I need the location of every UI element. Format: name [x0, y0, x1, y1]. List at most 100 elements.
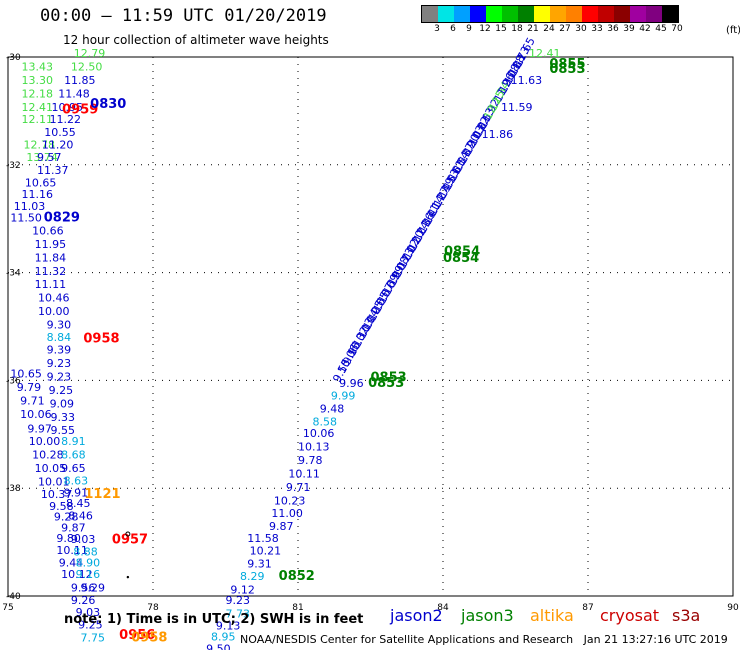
track-marker — [125, 531, 131, 537]
wave-height-label: 10.95 — [52, 101, 84, 114]
wave-height-label: 12.78 — [23, 139, 55, 152]
wave-height-label: 9.13 — [216, 619, 241, 632]
wave-height-label: 13.43 — [22, 60, 54, 73]
wave-height-label: 10.05 — [35, 462, 66, 475]
wave-height-label: 10.12 — [61, 568, 93, 581]
wave-height-label: 10.06 — [20, 408, 52, 421]
wave-height-label: 9.55 — [51, 424, 76, 437]
color-scale-swatches — [421, 5, 679, 23]
wave-height-label: 11.03 — [14, 200, 46, 213]
wave-height-label: 9.79 — [17, 381, 42, 394]
x-axis-tick-label: 84 — [437, 603, 449, 613]
wave-height-label: 9.23 — [226, 594, 251, 607]
wave-height-label: 11.84 — [35, 251, 66, 264]
wave-height-label: 9.31 — [247, 557, 272, 570]
wave-height-label: 11.63 — [511, 74, 542, 87]
legend-swatch-1 — [438, 6, 454, 22]
wave-height-label: 11.58 — [247, 532, 279, 545]
legend-tick-label: 45 — [655, 24, 667, 34]
wave-height-label: 13.30 — [22, 74, 54, 87]
pass-time-label: 0852 — [279, 569, 315, 584]
legend-tick-label: 27 — [559, 24, 571, 34]
wave-height-label: 9.58 — [49, 500, 73, 513]
pass-time-label: 0853 — [368, 376, 404, 391]
wave-height-label: 10.01 — [38, 476, 70, 489]
wave-height-label: 10.28 — [32, 449, 64, 462]
wave-height-label: 9.28 — [54, 511, 79, 524]
legend-swatch-9 — [566, 6, 582, 22]
pass-time-label: 0830 — [90, 97, 126, 112]
map-frame — [7, 56, 734, 597]
color-scale-unit: (ft) — [726, 25, 740, 36]
wave-height-label: 9.65 — [61, 462, 86, 475]
page-title: 00:00 – 11:59 UTC 01/20/2019 — [40, 6, 327, 26]
legend-swatch-10 — [582, 6, 598, 22]
y-axis-tick-label: -32 — [6, 161, 21, 171]
wave-height-label: 10.46 — [38, 292, 70, 305]
wave-height-label: 11.86 — [482, 128, 513, 141]
wave-height-label: 12.41 — [529, 47, 561, 60]
wave-height-label: 9.16 — [76, 568, 101, 581]
wave-height-label: 9.50 — [206, 643, 231, 650]
satellite-legend-s3a: s3a — [672, 606, 701, 625]
wave-height-label: 9.71 — [20, 395, 45, 408]
legend-swatch-14 — [646, 6, 662, 22]
wave-height-label: 9.56 — [71, 582, 96, 595]
wave-height-label: 9.09 — [50, 397, 75, 410]
legend-swatch-4 — [486, 6, 502, 22]
pass-time-label: 0854 — [444, 244, 480, 259]
wave-height-label: 10.23 — [274, 494, 306, 507]
x-axis-tick-label: 90 — [727, 603, 739, 613]
wave-height-label: 11.11 — [35, 278, 66, 291]
legend-tick-label: 39 — [623, 24, 635, 34]
wave-height-label: 9.99 — [331, 389, 356, 402]
legend-tick-label: 36 — [607, 24, 619, 34]
wave-height-label: 10.00 — [38, 305, 70, 318]
legend-swatch-13 — [630, 6, 646, 22]
legend-tick-label: 6 — [450, 24, 456, 34]
color-scale-legend: 3 6 9 12 15 18 21 24 27 30 33 36 39 42 45 70 (ft) — [421, 5, 740, 37]
pass-time-label: 0956 — [119, 628, 155, 643]
wave-height-label: 12.50 — [71, 60, 103, 73]
wave-height-label: 9.44 — [59, 556, 84, 569]
legend-tick-label: 15 — [495, 24, 507, 34]
wave-height-label: 9.03 — [71, 533, 96, 546]
pass-time-label: 0855 — [549, 57, 585, 72]
wave-height-label: 9.78 — [298, 454, 323, 467]
wave-height-label: 11.50 — [10, 211, 42, 224]
wave-height-label: 11.00 — [271, 507, 303, 520]
pass-time-label: 0854 — [443, 251, 479, 266]
satellite-legend-altika: altika — [530, 606, 574, 625]
wave-height-label: 9.26 — [71, 594, 96, 607]
wave-height-label: 9.33 — [51, 411, 76, 424]
legend-tick-label: 3 — [434, 24, 440, 34]
pass-time-label: 0958 — [131, 630, 167, 645]
wave-height-label: 9.30 — [47, 319, 72, 332]
wave-height-label: 10.37 — [41, 488, 73, 501]
wave-height-label: 9.23 — [47, 370, 72, 383]
wave-height-label: 9.71 — [286, 481, 311, 494]
y-axis-tick-label: -40 — [6, 592, 21, 602]
pass-time-label: 0829 — [44, 210, 80, 225]
legend-tick-label: 70 — [671, 24, 683, 34]
x-axis-tick-label: 81 — [292, 603, 303, 613]
wave-height-label: 11.32 — [35, 265, 66, 278]
legend-swatch-15 — [662, 6, 678, 22]
wave-height-label: 9.87 — [269, 520, 294, 533]
x-axis-tick-label: 87 — [582, 603, 593, 613]
wave-height-label: 8.29 — [240, 570, 265, 583]
pass-time-label: 0957 — [112, 533, 148, 548]
y-axis-tick-label: -36 — [6, 376, 21, 386]
wave-height-label: 9.80 — [56, 532, 80, 545]
legend-swatch-0 — [422, 6, 438, 22]
satellite-legend-jason3: jason3 — [461, 606, 514, 625]
wave-height-label: 9.12 — [230, 583, 255, 596]
wave-height-label: 10.21 — [250, 544, 282, 557]
legend-swatch-2 — [454, 6, 470, 22]
y-axis-tick-label: -34 — [6, 269, 21, 279]
wave-height-label: 10.66 — [32, 224, 64, 237]
legend-swatch-5 — [502, 6, 518, 22]
legend-tick-label: 12 — [479, 24, 491, 34]
x-axis-tick-label: 75 — [2, 603, 13, 613]
legend-tick-label: 33 — [591, 24, 603, 34]
